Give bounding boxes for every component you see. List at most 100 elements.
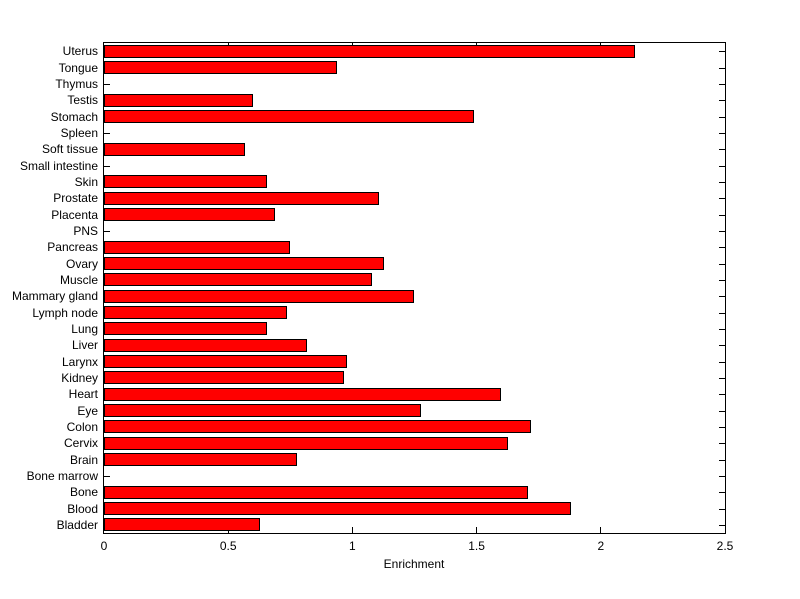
y-axis-tick-mark xyxy=(104,83,110,85)
y-axis-tick-mark xyxy=(719,426,725,428)
bar-heart xyxy=(104,387,501,401)
y-axis-tick-mark xyxy=(719,524,725,526)
bar-row xyxy=(104,157,725,173)
x-axis-tick-mark xyxy=(351,527,353,533)
bar-placenta xyxy=(104,207,275,221)
y-tick-label: Stomach xyxy=(50,109,98,124)
bar-tongue xyxy=(104,60,337,74)
y-tick-label: Pancreas xyxy=(47,240,98,255)
y-axis-tick-mark xyxy=(719,312,725,314)
bar-row xyxy=(104,484,725,500)
y-tick-label: Placenta xyxy=(51,207,98,222)
y-tick-label: Skin xyxy=(74,174,98,189)
y-axis-tick-mark xyxy=(719,100,725,102)
x-axis-title: Enrichment xyxy=(383,557,445,571)
y-tick-label: Lymph node xyxy=(32,305,98,320)
bar-soft-tissue xyxy=(104,142,246,156)
bar-row xyxy=(104,206,725,222)
x-axis-tick-mark xyxy=(476,527,478,533)
bar-row xyxy=(104,468,725,484)
x-tick-label: 0 xyxy=(100,539,108,553)
y-axis-tick-mark xyxy=(104,132,110,134)
bar-row xyxy=(104,304,725,320)
bar-lung xyxy=(104,322,268,336)
bar-row xyxy=(104,419,725,435)
y-tick-label: Bone marrow xyxy=(26,468,98,483)
x-tick-label: 0.5 xyxy=(219,539,237,553)
bar-row xyxy=(104,108,725,124)
y-tick-label: Bone xyxy=(69,485,98,500)
bar-row xyxy=(104,288,725,304)
bar-lymph-node xyxy=(104,305,288,319)
bar-row xyxy=(104,337,725,353)
bar-blood xyxy=(104,501,571,515)
y-axis-tick-mark xyxy=(719,67,725,69)
y-tick-label: Liver xyxy=(71,338,98,353)
bar-row xyxy=(104,386,725,402)
bar-row xyxy=(104,76,725,92)
bar-prostate xyxy=(104,191,380,205)
bar-row xyxy=(104,451,725,467)
y-tick-label: Spleen xyxy=(60,125,98,140)
bar-row xyxy=(104,370,725,386)
y-axis-tick-mark xyxy=(719,83,725,85)
y-axis-tick-mark xyxy=(719,410,725,412)
x-tick-label: 1.5 xyxy=(468,539,485,553)
y-tick-label: Eye xyxy=(77,403,98,418)
bar-bone xyxy=(104,485,529,499)
y-axis-tick-mark xyxy=(719,165,725,167)
bar-bladder xyxy=(104,518,260,532)
y-tick-label: Muscle xyxy=(59,272,98,287)
y-axis-tick-mark xyxy=(719,492,725,494)
y-axis-tick-mark xyxy=(719,377,725,379)
y-tick-label: Larynx xyxy=(61,354,98,369)
bar-row xyxy=(104,500,725,516)
bar-colon xyxy=(104,420,531,434)
bar-eye xyxy=(104,403,422,417)
bar-row xyxy=(104,255,725,271)
y-tick-label: Uterus xyxy=(62,44,98,59)
y-tick-label: Ovary xyxy=(65,256,98,271)
bar-row xyxy=(104,353,725,369)
y-axis-tick-mark xyxy=(719,328,725,330)
bar-stomach xyxy=(104,109,474,123)
y-tick-label: Mammary gland xyxy=(11,289,98,304)
y-tick-label: Brain xyxy=(69,452,98,467)
y-axis-tick-mark xyxy=(719,149,725,151)
y-tick-label: Small intestine xyxy=(19,158,98,173)
y-axis-tick-mark xyxy=(719,230,725,232)
y-tick-label: Tongue xyxy=(58,60,98,75)
y-axis-tick-mark xyxy=(719,198,725,200)
y-axis-tick-mark xyxy=(719,394,725,396)
y-tick-label: Thymus xyxy=(55,76,98,91)
bar-larynx xyxy=(104,354,347,368)
bar-row xyxy=(104,272,725,288)
y-axis-tick-mark xyxy=(719,263,725,265)
bar-row xyxy=(104,517,725,533)
bar-kidney xyxy=(104,371,345,385)
bar-row xyxy=(104,59,725,75)
y-tick-label: Prostate xyxy=(53,191,98,206)
bar-cervix xyxy=(104,436,509,450)
y-tick-label: Kidney xyxy=(61,370,98,385)
x-tick-label: 2 xyxy=(597,539,605,553)
x-tick-label: 1 xyxy=(349,539,356,553)
y-axis-tick-mark xyxy=(719,132,725,134)
y-axis-tick-mark xyxy=(719,181,725,183)
bar-row xyxy=(104,125,725,141)
y-axis-tick-mark xyxy=(719,247,725,249)
y-tick-label: Lung xyxy=(71,321,98,336)
y-tick-label: Colon xyxy=(66,419,98,434)
plot-area xyxy=(103,42,726,534)
bar-muscle xyxy=(104,273,372,287)
y-axis-tick-mark xyxy=(719,116,725,118)
bar-row xyxy=(104,402,725,418)
y-axis-tick-mark xyxy=(719,296,725,298)
y-tick-label: PNS xyxy=(73,223,98,238)
bar-row xyxy=(104,92,725,108)
x-tick-label: 2.5 xyxy=(716,539,734,553)
y-tick-label: Bladder xyxy=(56,517,98,532)
bar-row xyxy=(104,43,725,59)
y-axis-tick-mark xyxy=(719,214,725,216)
